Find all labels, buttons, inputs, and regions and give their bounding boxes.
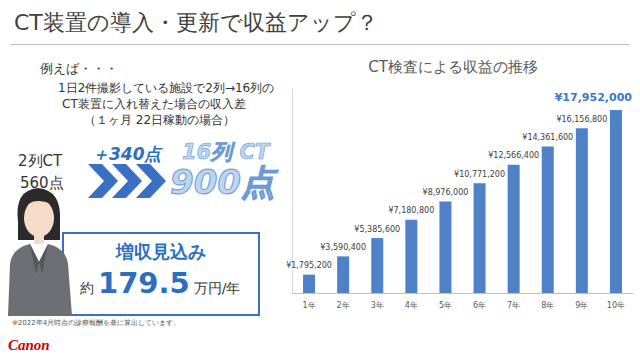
html-text:＋340点: ＋340点	[92, 144, 162, 164]
svg-text:2年: 2年	[337, 301, 350, 310]
html-text:2列CT: 2列CT	[18, 152, 63, 170]
svg-text:6年: 6年	[473, 301, 486, 310]
svg-text:¥12,566,400: ¥12,566,400	[488, 151, 539, 160]
svg-text:¥16,156,800: ¥16,156,800	[556, 115, 607, 124]
svg-text:¥17,952,000: ¥17,952,000	[555, 91, 633, 104]
html-text:CT装置の導入・更新で収益アップ？: CT装置の導入・更新で収益アップ？	[14, 10, 378, 35]
svg-text:10年: 10年	[607, 301, 625, 310]
svg-text:¥14,361,600: ¥14,361,600	[522, 133, 573, 142]
html-text:1日2件撮影している施設で2列→16列の: 1日2件撮影している施設で2列→16列の	[58, 81, 275, 95]
svg-text:9年: 9年	[575, 301, 588, 310]
html-text:増収見込み: 増収見込み	[116, 241, 206, 262]
html-text:（１ヶ月 22日稼動の場合）: （１ヶ月 22日稼動の場合）	[84, 113, 236, 127]
html-text:179.5: 179.5	[98, 266, 190, 300]
html-text:万円/年: 万円/年	[193, 280, 241, 296]
svg-text:3年: 3年	[371, 301, 384, 310]
html-text:Canon: Canon	[8, 337, 50, 353]
svg-text:¥5,385,600: ¥5,385,600	[354, 225, 400, 234]
svg-text:¥7,180,800: ¥7,180,800	[388, 206, 434, 215]
svg-text:5年: 5年	[439, 301, 452, 310]
svg-text:7年: 7年	[507, 301, 520, 310]
html-text:CT装置に入れ替えた場合の収入差: CT装置に入れ替えた場合の収入差	[62, 97, 246, 111]
svg-text:¥3,590,400: ¥3,590,400	[320, 243, 366, 252]
html-text:例えば・・・: 例えば・・・	[40, 61, 118, 76]
svg-text:¥10,771,200: ¥10,771,200	[454, 170, 505, 179]
html-text:約: 約	[80, 280, 94, 296]
html-text:560点: 560点	[20, 174, 64, 192]
html-text:※2022年4月時点の診療報酬を基に算出しています。: ※2022年4月時点の診療報酬を基に算出しています。	[12, 319, 181, 327]
html-text:900点: 900点	[170, 162, 275, 202]
svg-text:8年: 8年	[541, 301, 554, 310]
svg-text:CT検査による収益の推移: CT検査による収益の推移	[368, 58, 538, 76]
svg-text:¥8,976,000: ¥8,976,000	[423, 188, 469, 197]
svg-text:¥1,795,200: ¥1,795,200	[286, 261, 332, 270]
svg-text:4年: 4年	[405, 301, 418, 310]
html-text:16列 CT: 16列 CT	[182, 140, 270, 164]
svg-text:1年: 1年	[303, 301, 316, 310]
